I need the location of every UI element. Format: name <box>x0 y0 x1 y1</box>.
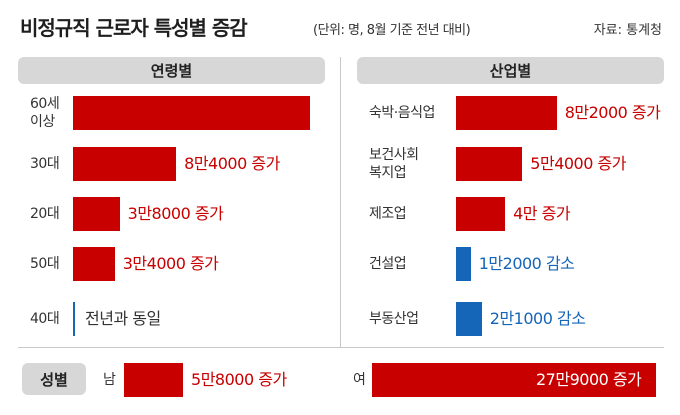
age-value-label: 3만4000 증가 <box>122 254 219 273</box>
panel-divider <box>340 57 341 347</box>
gender-category-label: 여 <box>353 372 366 388</box>
chart-title: 비정규직 근로자 특성별 증감 <box>20 16 248 40</box>
industry-bar <box>456 147 523 181</box>
gender-value-label: 27만9000 증가 <box>536 370 642 389</box>
industry-panel-header: 산업별 <box>357 57 664 84</box>
industry-value-label: 4만 증가 <box>513 204 571 223</box>
industry-category-label: 부동산업 <box>369 311 419 327</box>
age-bar <box>73 147 177 181</box>
unit-note: (단위: 명, 8월 기준 전년 대비) <box>313 23 471 38</box>
gender-category-label: 남 <box>103 372 116 388</box>
age-bar <box>73 302 75 336</box>
age-bar <box>73 247 115 281</box>
industry-value-label: 2만1000 감소 <box>489 309 586 328</box>
age-bar <box>73 96 310 130</box>
industry-category-label: 제조업 <box>369 206 407 222</box>
industry-bar <box>456 197 506 231</box>
age-category-label: 60세 이상 <box>30 96 60 130</box>
gender-bar <box>372 363 656 397</box>
age-value-label: 3만8000 증가 <box>127 204 224 223</box>
age-category-label: 20대 <box>30 206 60 222</box>
age-bar <box>73 197 120 231</box>
industry-bar <box>456 247 471 281</box>
source-note: 자료: 통계청 <box>593 23 662 38</box>
industry-category-label: 건설업 <box>369 256 407 272</box>
industry-category-label: 보건사회 복지업 <box>369 147 419 181</box>
age-value-label: 전년과 동일 <box>85 309 161 328</box>
gender-value-label: 5만8000 증가 <box>191 370 287 389</box>
gender-bar <box>124 363 184 397</box>
age-panel-header: 연령별 <box>18 57 325 84</box>
industry-value-label: 5만4000 증가 <box>530 154 626 173</box>
industry-value-label: 1만2000 감소 <box>478 254 575 273</box>
age-value-label: 8만4000 증가 <box>184 154 280 173</box>
industry-value-label: 8만2000 증가 <box>564 103 661 122</box>
industry-bar <box>456 96 557 130</box>
age-category-label: 50대 <box>30 256 60 272</box>
industry-category-label: 숙박·음식업 <box>369 105 435 121</box>
gender-panel-header: 성별 <box>22 363 86 395</box>
age-category-label: 40대 <box>30 311 60 327</box>
age-category-label: 30대 <box>30 156 60 172</box>
gender-divider <box>18 347 664 348</box>
industry-bar <box>456 302 482 336</box>
